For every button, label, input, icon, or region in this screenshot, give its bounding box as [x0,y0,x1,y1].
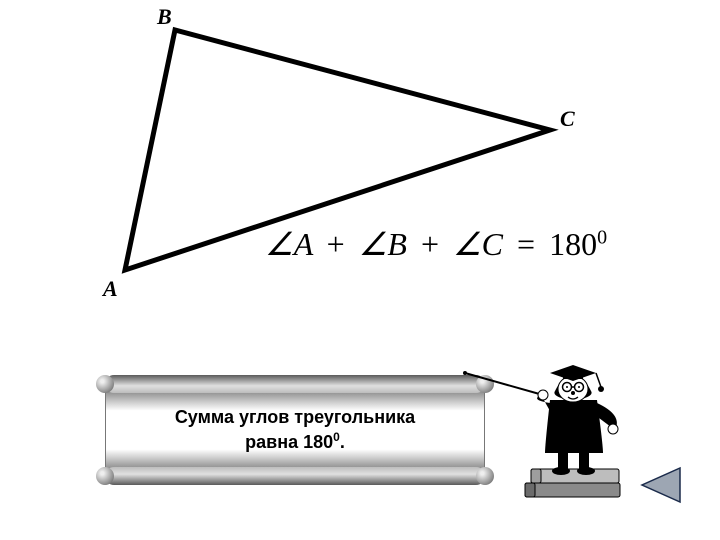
theorem-text: Сумма углов треугольника равна 1800. [175,406,415,454]
triangle-left-icon [635,465,685,505]
vertex-label-c: C [560,106,575,132]
teacher-character [495,345,645,505]
nav-back-button[interactable] [635,465,685,505]
angle-sum-formula: ∠A + ∠B + ∠C = 1800 [265,225,607,263]
theorem-banner: Сумма углов треугольника равна 1800. [105,375,485,485]
vertex-label-b: B [157,4,172,30]
vertex-label-a: A [103,276,118,302]
